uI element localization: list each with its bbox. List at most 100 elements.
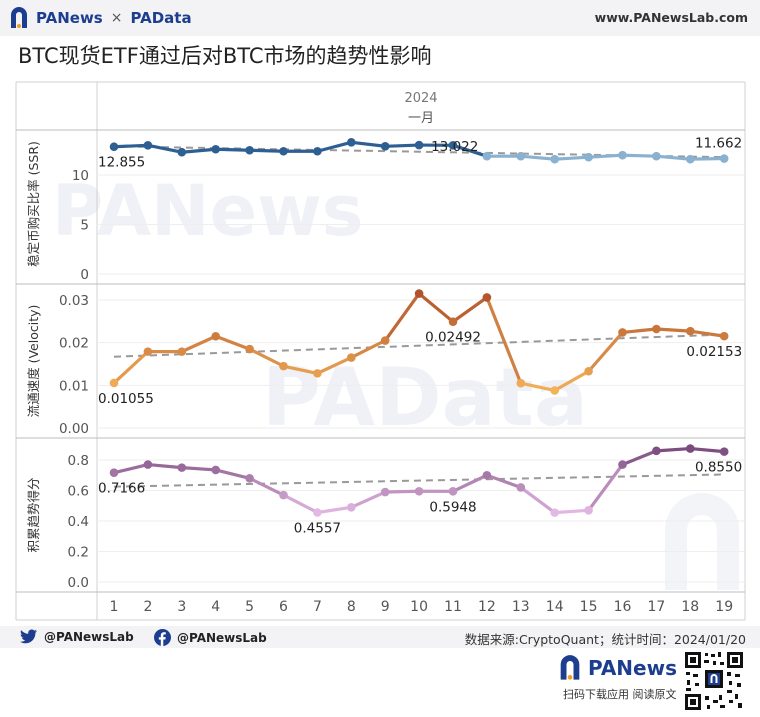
- series-segment: [180, 466, 218, 472]
- series-segment: [688, 329, 726, 338]
- data-label: 12.855: [98, 155, 145, 171]
- data-point: [380, 141, 390, 151]
- series-segment: [688, 446, 726, 454]
- app-name: PANews: [588, 656, 677, 680]
- brand-panews: PANews: [36, 9, 103, 27]
- brand-lockup: PANews × PAData: [8, 6, 192, 30]
- data-point: [482, 293, 492, 302]
- x-tick-label: 14: [546, 599, 564, 615]
- data-point: [516, 378, 526, 388]
- series-segment: [620, 327, 659, 335]
- data-point: [143, 460, 153, 469]
- series-segment: [654, 327, 692, 333]
- data-point: [109, 468, 119, 478]
- series-segment: [553, 155, 591, 161]
- data-point: [584, 506, 593, 515]
- trendline: [113, 473, 725, 488]
- app-download-caption: 扫码下载应用 阅读原文: [563, 688, 677, 701]
- watermark-padata: PAData: [262, 351, 588, 444]
- data-point: [279, 490, 288, 500]
- site-url[interactable]: www.PANewsLab.com: [594, 10, 748, 25]
- header-month-label: 一月: [408, 111, 434, 126]
- series-segment: [281, 364, 319, 375]
- facebook-icon: [154, 629, 171, 646]
- y-tick-label: 5: [80, 218, 89, 234]
- series-segment: [315, 505, 353, 515]
- series-segment: [383, 292, 421, 343]
- series-segment: [248, 148, 286, 153]
- data-point: [448, 317, 458, 326]
- data-point: [719, 447, 729, 456]
- series-segment: [383, 489, 421, 494]
- x-tick-label: 3: [177, 599, 186, 615]
- series-segment: [586, 330, 625, 373]
- data-point: [109, 378, 119, 388]
- series-segment: [112, 462, 150, 475]
- panews-logo-icon: [11, 7, 27, 28]
- data-point: [347, 138, 356, 147]
- y-tick-label: 0.2: [68, 545, 89, 561]
- twitter-label: @PANewsLab: [44, 629, 134, 644]
- data-point: [279, 146, 288, 156]
- series-segment: [214, 334, 252, 351]
- data-label: 11.662: [695, 136, 742, 152]
- data-point: [211, 144, 220, 154]
- series-segment: [519, 381, 557, 393]
- twitter-icon: [20, 629, 37, 644]
- x-tick-label: 2: [143, 599, 152, 615]
- facebook-label: @PANewsLab: [177, 630, 267, 645]
- y-tick-label: 0.6: [68, 484, 89, 500]
- data-point: [109, 142, 119, 152]
- data-point: [550, 154, 559, 164]
- data-point: [686, 154, 695, 164]
- data-point: [211, 331, 220, 341]
- series-segment: [586, 462, 625, 512]
- panews-app-icon: [560, 655, 580, 680]
- data-point: [245, 145, 254, 155]
- x-tick-label: 19: [715, 599, 733, 615]
- data-point: [143, 347, 153, 356]
- data-point: [550, 386, 559, 395]
- x-tick-label: 1: [110, 599, 119, 615]
- series-segment: [519, 485, 557, 515]
- data-point: [482, 470, 492, 480]
- page-title: BTC现货ETF通过后对BTC市场的趋势性影响: [18, 44, 432, 68]
- app-logo: PANews: [557, 654, 677, 682]
- x-tick-label: 12: [478, 599, 496, 615]
- series-segment: [654, 446, 692, 453]
- logo-watermark-icon: [665, 493, 739, 590]
- data-point: [719, 331, 729, 341]
- x-tick-label: 15: [580, 599, 598, 615]
- series-segment: [620, 153, 659, 158]
- data-point: [618, 328, 627, 337]
- data-point: [414, 486, 424, 496]
- x-tick-label: 9: [381, 599, 390, 615]
- data-point: [245, 474, 254, 483]
- data-point: [550, 508, 559, 517]
- series-segment: [553, 369, 591, 393]
- data-point: [618, 460, 627, 469]
- x-tick-label: 18: [681, 599, 699, 615]
- data-point: [143, 141, 153, 150]
- data-label: 0.02492: [425, 330, 481, 346]
- data-point: [652, 324, 661, 334]
- data-point: [177, 147, 187, 157]
- brand-separator: ×: [110, 10, 123, 26]
- series-segment: [451, 473, 489, 493]
- y-tick-label: 0.00: [59, 421, 89, 437]
- qr-code-icon[interactable]: [683, 650, 745, 712]
- x-tick-label: 13: [512, 599, 530, 615]
- twitter-handle[interactable]: @PANewsLab: [20, 629, 134, 644]
- series-segment: [485, 295, 523, 385]
- data-point: [448, 141, 458, 150]
- data-label: 0.01055: [98, 391, 154, 407]
- y-tick-label: 10: [72, 168, 89, 184]
- y-tick-label: 0.0: [68, 575, 89, 591]
- data-point: [347, 502, 356, 512]
- data-point: [719, 154, 729, 163]
- series-segment: [112, 350, 150, 385]
- facebook-handle[interactable]: @PANewsLab: [154, 629, 267, 646]
- data-label: 0.7166: [98, 481, 145, 497]
- x-tick-label: 8: [347, 599, 356, 615]
